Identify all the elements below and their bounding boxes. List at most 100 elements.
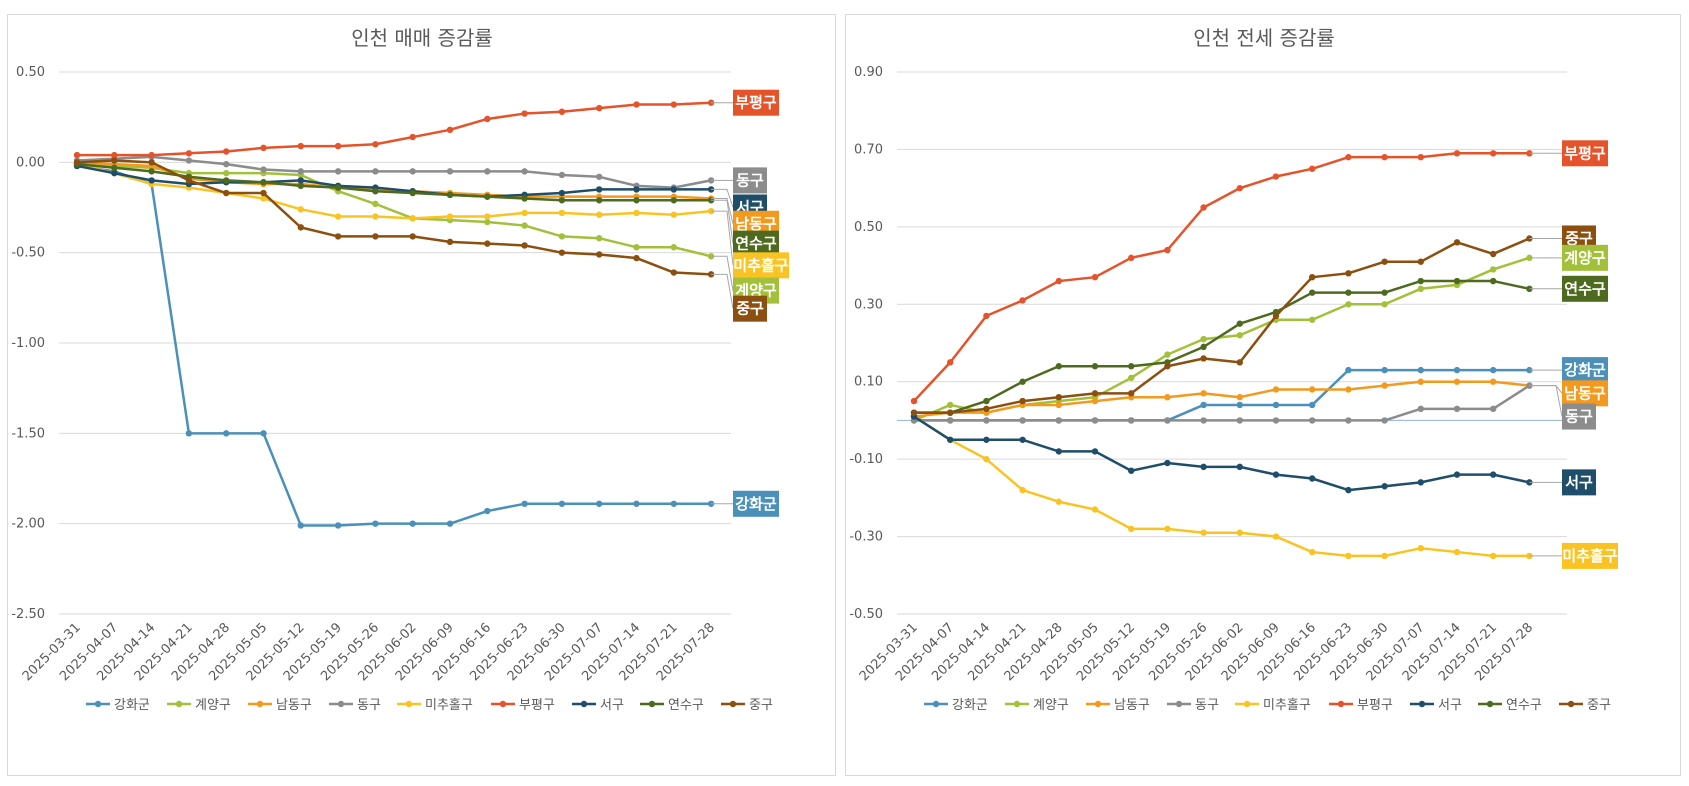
data-point [223,160,230,168]
data-point [185,150,193,157]
data-point [558,197,566,204]
data-point [521,110,528,117]
data-point [1091,448,1099,455]
legend-marker [648,700,656,708]
data-point [73,159,81,166]
data-point [1055,363,1062,370]
y-tick-label: -1.50 [11,426,45,441]
end-label-box [1562,469,1596,496]
data-point [409,133,416,141]
end-label: 강화군 [1564,361,1606,379]
legend-label: 남동구 [1114,698,1150,713]
legend-label: 강화군 [952,698,988,713]
data-point [633,244,640,251]
legend-label: 중구 [1587,698,1611,713]
data-point [1164,351,1171,358]
data-point [1490,471,1497,478]
data-point [111,157,118,164]
end-label-box [733,230,779,257]
data-point [1055,401,1062,409]
data-point [372,520,379,527]
end-label: 중구 [736,300,764,318]
data-point [1236,529,1243,536]
data-point [1128,390,1135,397]
data-point [670,101,677,108]
data-point [1236,320,1243,327]
data-point [558,233,566,240]
data-point [260,179,267,186]
data-point [297,182,304,190]
legend-label: 미추홀구 [425,698,473,713]
data-point [1345,386,1352,393]
data-point [1272,401,1280,409]
data-point [596,251,603,258]
y-tick-label: 0.10 [854,375,883,390]
data-point [1381,552,1388,560]
data-point [1490,552,1497,560]
data-point [1200,529,1207,536]
data-point [1091,273,1099,281]
legend-label: 연수구 [668,698,704,713]
leader-line [711,188,734,208]
data-point [1345,552,1352,560]
jeonse-chart-panel: 인천 전세 증감률 0.90 0.70 0.50 0.30 0.10 -0.10 -0.30… [845,14,1681,776]
legend-marker [337,700,345,708]
data-point [1453,366,1461,374]
sale-price-chart: 인천 매매 증감률 0.50 0.00 -0.50 -1.00 -1.50 -2.00 -2… [11,26,789,713]
data-point [1128,363,1135,370]
series-line-연수구 [914,279,1530,414]
data-point [1345,301,1352,308]
data-point [1381,258,1388,265]
data-point [223,189,230,197]
leader-line [711,210,734,266]
data-point [446,126,454,134]
end-label-box [1562,140,1608,167]
legend-label: 서구 [600,698,624,713]
end-label: 남동구 [735,215,777,233]
data-point [1164,417,1171,424]
series-line-중구 [76,159,712,276]
data-point [223,169,230,177]
data-point [1200,463,1207,471]
data-point [670,500,677,507]
data-point [947,401,954,409]
data-point [223,177,230,184]
chart-title: 인천 전세 증감률 [1193,26,1335,50]
data-point [1200,204,1207,211]
data-point [1417,277,1424,285]
data-point [1236,332,1243,339]
series-line-연수구 [76,162,712,202]
data-point [1019,297,1026,304]
data-point [409,168,416,175]
end-label: 부평구 [735,94,777,112]
data-point [1236,184,1243,192]
data-point [633,186,640,193]
end-label: 미추홀구 [733,256,788,274]
data-point [409,189,416,197]
data-point [409,520,416,527]
data-point [1490,266,1497,273]
data-point [1453,277,1461,285]
legend-label: 부평구 [519,698,555,713]
data-point [983,312,990,320]
y-tick-label: -2.00 [11,517,45,532]
data-point [446,520,454,527]
end-label: 연수구 [1564,280,1606,298]
series-line-동구 [76,155,712,189]
end-label-box [733,252,789,279]
data-point [670,269,677,276]
data-point [1055,277,1062,285]
legend-label: 미추홀구 [1263,698,1311,713]
data-point [1272,173,1280,180]
data-point [1417,366,1424,374]
legend-marker [932,700,940,708]
y-tick-label: -2.50 [11,607,45,622]
chart-title: 인천 매매 증감률 [351,26,493,50]
data-point [1345,153,1352,161]
data-point [1236,394,1243,401]
data-point [1200,401,1207,409]
series-line-부평구 [913,152,1530,402]
data-point [521,195,528,202]
data-point [670,186,677,193]
legend-label: 계양구 [1033,698,1069,713]
